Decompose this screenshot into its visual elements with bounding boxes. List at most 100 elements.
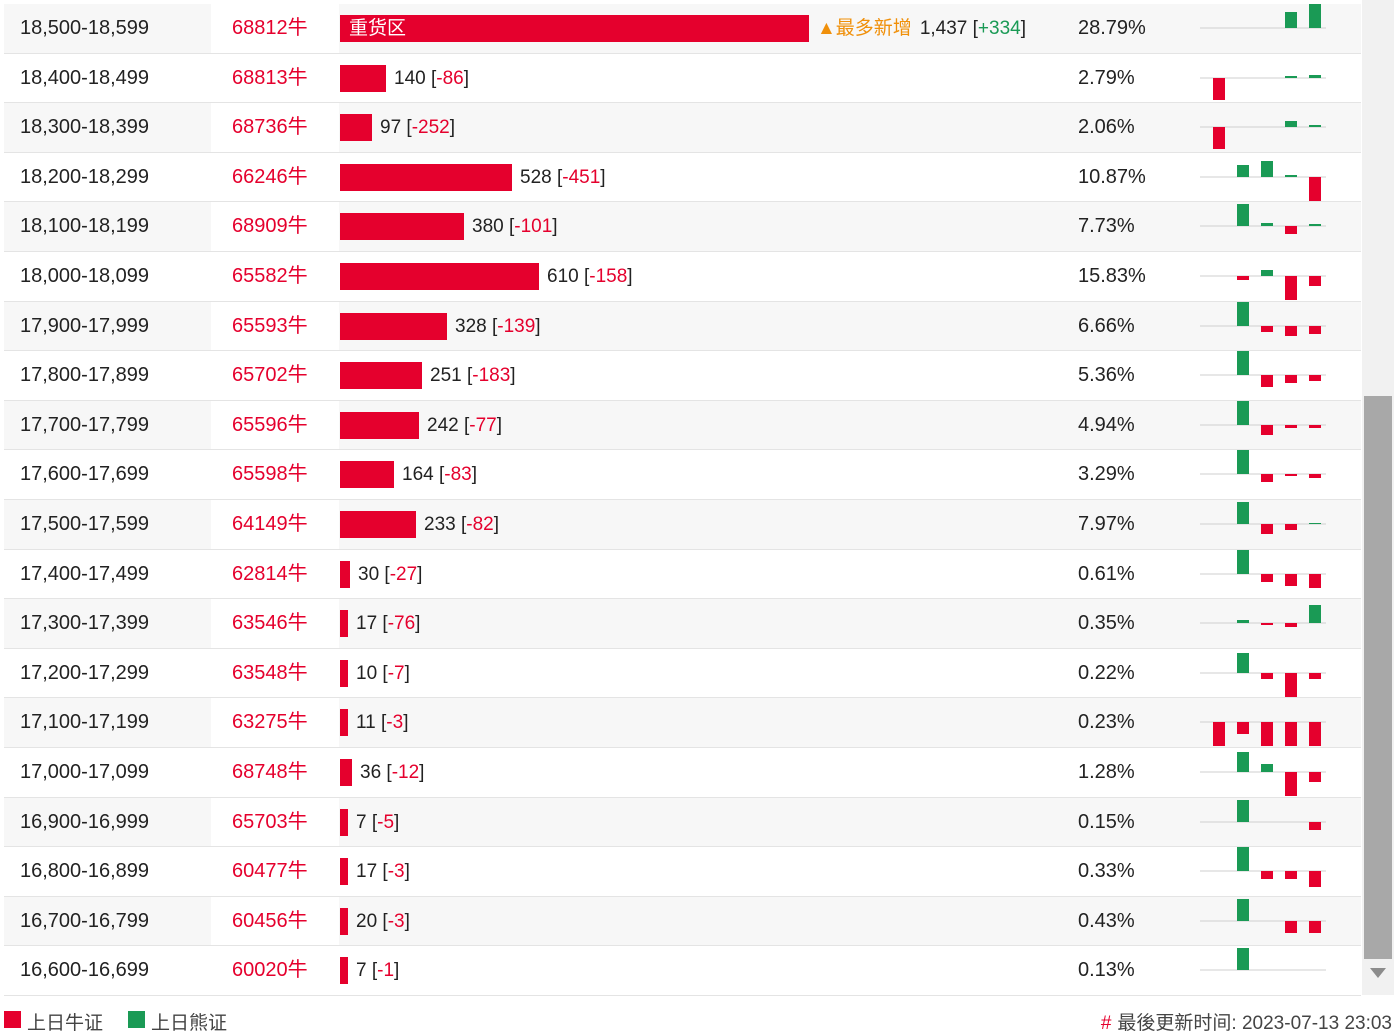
cbbc-code-link[interactable]: 63546牛 [232, 612, 308, 635]
price-range: 18,300-18,399 [20, 116, 150, 139]
percentage: 28.79% [1078, 17, 1146, 39]
sparkline-bar [1261, 424, 1273, 435]
sparkline-bar [1309, 375, 1321, 382]
sparkline-bar [1309, 522, 1321, 524]
quantity-value: 233 [-82] [424, 513, 500, 535]
quantity-bar [340, 808, 348, 836]
price-range: 18,400-18,499 [20, 66, 150, 89]
quantity-value: 380 [-101] [472, 216, 558, 238]
sparkline-bar [1261, 722, 1273, 747]
cbbc-code-link[interactable]: 62814牛 [232, 562, 308, 585]
sparkline-bar [1237, 450, 1249, 475]
sparkline-bar [1309, 224, 1321, 227]
cbbc-code-link[interactable]: 65598牛 [232, 463, 308, 486]
price-range: 17,800-17,899 [20, 364, 150, 387]
quantity-value: 328 [-139] [455, 315, 541, 337]
percentage: 3.29% [1078, 463, 1135, 486]
cbbc-code-link[interactable]: 63275牛 [232, 711, 308, 734]
cbbc-code-link[interactable]: 63548牛 [232, 661, 308, 684]
quantity-value: 7 [-1] [356, 960, 400, 982]
sparkline-bar [1285, 325, 1297, 336]
hash-icon: # [1100, 1013, 1112, 1034]
sparkline-bar [1261, 474, 1273, 483]
percentage: 7.73% [1078, 215, 1135, 238]
history-sparkline [1200, 204, 1326, 235]
percentage: 1.28% [1078, 760, 1135, 783]
cbbc-code-link[interactable]: 60456牛 [232, 909, 308, 932]
sparkline-bar [1309, 722, 1321, 747]
bear-legend-swatch [128, 1011, 145, 1028]
table-row: 18,200-18,299 66246牛 528 [-451] 10.87% [4, 153, 1361, 203]
table-row: 16,900-16,999 65703牛 7 [-5] 0.15% [4, 797, 1361, 848]
sparkline-bar [1213, 77, 1225, 100]
table-row: 17,500-17,599 64149牛 233 [-82] 7.97% [4, 499, 1361, 550]
quantity-bar [340, 659, 348, 687]
sparkline-bar [1213, 722, 1225, 747]
quantity-change: -183 [472, 365, 511, 387]
cbbc-code-link[interactable]: 65593牛 [232, 314, 308, 337]
quantity-number: 140 [394, 67, 426, 89]
cbbc-code-link[interactable]: 68736牛 [232, 116, 308, 139]
cbbc-code-link[interactable]: 64149牛 [232, 512, 308, 535]
percentage: 2.79% [1078, 66, 1135, 89]
percentage: 0.23% [1078, 711, 1135, 734]
quantity-value: 164 [-83] [402, 464, 478, 486]
history-sparkline [1200, 549, 1326, 588]
price-range: 18,200-18,299 [20, 165, 150, 188]
cbbc-code-link[interactable]: 65582牛 [232, 264, 308, 287]
table-row: 16,800-16,899 60477牛 17 [-3] 0.33% [4, 847, 1361, 897]
sparkline-bar [1309, 920, 1321, 933]
price-range: 18,000-18,099 [20, 264, 150, 287]
cbbc-code-link[interactable]: 60020牛 [232, 959, 308, 982]
quantity-change: -12 [391, 761, 420, 783]
sparkline-bar [1309, 605, 1321, 624]
sparkline-bar [1261, 672, 1273, 679]
quantity-change: -82 [466, 513, 494, 535]
sparkline-bar [1285, 121, 1297, 128]
sparkline-bar [1285, 523, 1297, 530]
sparkline-bar [1285, 722, 1297, 747]
cbbc-code-link[interactable]: 65702牛 [232, 364, 308, 387]
percentage: 2.06% [1078, 116, 1135, 139]
sparkline-bar [1285, 771, 1297, 796]
price-range: 16,600-16,699 [20, 959, 150, 982]
cbbc-code-link[interactable]: 68812牛 [232, 17, 308, 39]
cbbc-code-link[interactable]: 65703牛 [232, 810, 308, 833]
bull-legend-swatch [4, 1011, 21, 1028]
last-updated: # 最後更新时间: 2023-07-13 23:03 [1101, 1008, 1392, 1035]
quantity-change: -451 [562, 166, 601, 188]
sparkline-bar [1309, 275, 1321, 286]
quantity-change: -252 [411, 117, 450, 139]
quantity-change: -77 [469, 414, 497, 436]
quantity-bar [340, 560, 350, 588]
quantity-bar [340, 610, 348, 638]
table-row: 18,300-18,399 68736牛 97 [-252] 2.06% [4, 103, 1361, 153]
history-sparkline [1200, 74, 1326, 100]
price-range: 17,100-17,199 [20, 711, 150, 734]
quantity-bar [340, 262, 539, 290]
history-sparkline [1200, 751, 1326, 796]
cbbc-code-link[interactable]: 66246牛 [232, 165, 308, 188]
sparkline-bar [1237, 799, 1249, 822]
sparkline-bar [1309, 474, 1321, 479]
history-sparkline [1200, 652, 1326, 697]
scrollbar-thumb[interactable] [1364, 396, 1392, 959]
sparkline-bar [1285, 474, 1297, 477]
quantity-number: 528 [520, 166, 552, 188]
table-row: 17,000-17,099 68748牛 36 [-12] 1.28% [4, 748, 1361, 798]
percentage: 6.66% [1078, 314, 1135, 337]
quantity-change: -1 [377, 960, 395, 982]
quantity-bar [340, 213, 464, 241]
quantity-number: 380 [472, 216, 504, 238]
vertical-scrollbar[interactable] [1362, 0, 1394, 995]
footer: 上日牛证 上日熊证 # 最後更新时间: 2023-07-13 23:03 [0, 1005, 1398, 1035]
scroll-down-arrow-icon[interactable] [1370, 968, 1386, 978]
cbbc-code-link[interactable]: 68813牛 [232, 66, 308, 89]
sparkline-bar [1237, 301, 1249, 326]
sparkline-bar [1285, 226, 1297, 235]
percentage: 15.83% [1078, 264, 1146, 287]
cbbc-code-link[interactable]: 68748牛 [232, 760, 308, 783]
cbbc-code-link[interactable]: 60477牛 [232, 860, 308, 883]
cbbc-code-link[interactable]: 68909牛 [232, 215, 308, 238]
cbbc-code-link[interactable]: 65596牛 [232, 413, 308, 436]
